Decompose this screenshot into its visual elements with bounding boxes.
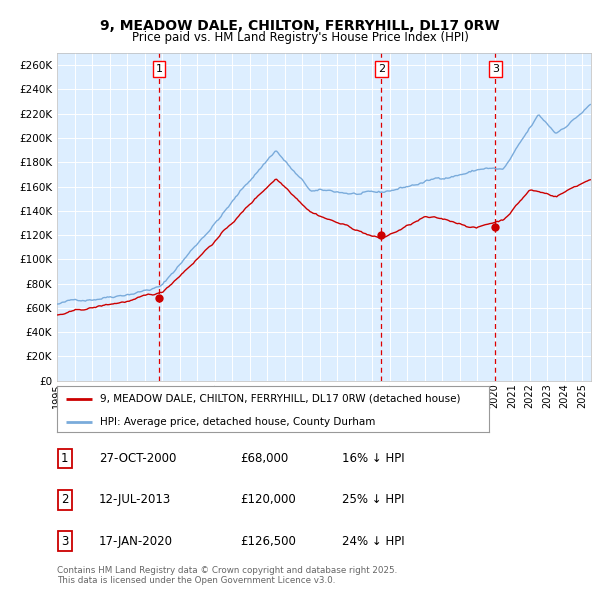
Text: HPI: Average price, detached house, County Durham: HPI: Average price, detached house, Coun… [100,417,376,427]
Text: 9, MEADOW DALE, CHILTON, FERRYHILL, DL17 0RW: 9, MEADOW DALE, CHILTON, FERRYHILL, DL17… [100,19,500,34]
Text: 9, MEADOW DALE, CHILTON, FERRYHILL, DL17 0RW (detached house): 9, MEADOW DALE, CHILTON, FERRYHILL, DL17… [100,394,461,404]
Text: 16% ↓ HPI: 16% ↓ HPI [342,452,404,465]
Text: 2: 2 [378,64,385,74]
Text: £68,000: £68,000 [240,452,288,465]
Text: 24% ↓ HPI: 24% ↓ HPI [342,535,404,548]
Text: Contains HM Land Registry data © Crown copyright and database right 2025.
This d: Contains HM Land Registry data © Crown c… [57,566,397,585]
Text: 12-JUL-2013: 12-JUL-2013 [99,493,171,506]
Text: Price paid vs. HM Land Registry's House Price Index (HPI): Price paid vs. HM Land Registry's House … [131,31,469,44]
Text: 2: 2 [61,493,68,506]
Text: 17-JAN-2020: 17-JAN-2020 [99,535,173,548]
Text: £120,000: £120,000 [240,493,296,506]
Text: 25% ↓ HPI: 25% ↓ HPI [342,493,404,506]
Text: 27-OCT-2000: 27-OCT-2000 [99,452,176,465]
Text: £126,500: £126,500 [240,535,296,548]
Text: 1: 1 [61,452,68,465]
Text: 1: 1 [155,64,163,74]
Text: 3: 3 [61,535,68,548]
Text: 3: 3 [492,64,499,74]
